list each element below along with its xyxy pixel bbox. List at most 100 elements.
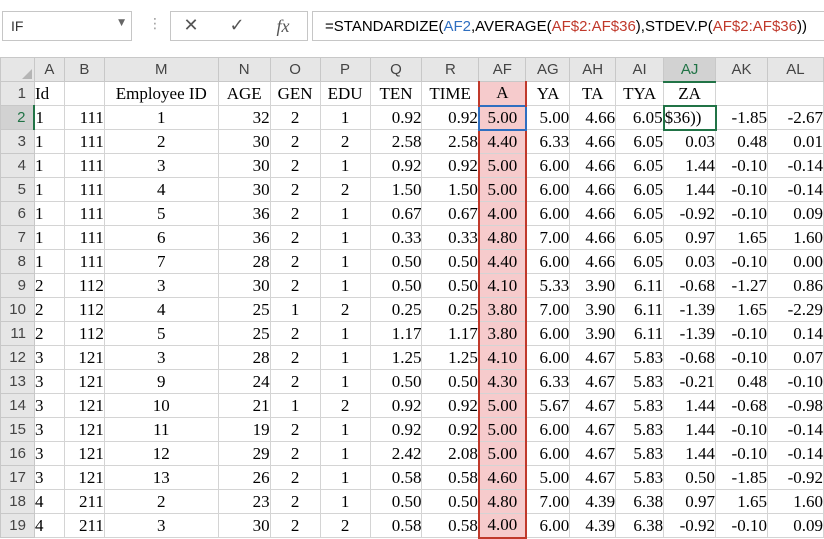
cell[interactable]: 4.67	[569, 417, 617, 442]
cell[interactable]: 4	[103, 177, 219, 202]
cell[interactable]: 0.25	[369, 297, 423, 322]
spreadsheet-grid[interactable]: A B M N O P Q R AF AG AH AI AJ AK AL 1 Id Employee ID AGE G…	[0, 57, 824, 539]
cell[interactable]: 4.66	[569, 105, 617, 130]
row-header[interactable]: 15	[0, 417, 35, 442]
column-header-ag[interactable]: AG	[525, 57, 571, 82]
row-header[interactable]: 9	[0, 273, 35, 298]
cell[interactable]: 111	[63, 105, 105, 130]
cell[interactable]: 1.44	[663, 441, 717, 466]
cell[interactable]: 0.86	[766, 273, 824, 298]
cell[interactable]: 0.67	[369, 201, 423, 226]
select-all-button[interactable]	[0, 57, 35, 82]
cell[interactable]: 6.11	[615, 273, 665, 298]
cell[interactable]: 23	[217, 489, 271, 514]
cell[interactable]: 12	[103, 441, 219, 466]
column-header-a[interactable]: A	[33, 57, 65, 82]
row-header[interactable]: 10	[0, 297, 35, 322]
cell[interactable]: 1.17	[421, 321, 480, 346]
cell[interactable]: 2	[103, 129, 219, 154]
cell[interactable]: 6.11	[615, 297, 665, 322]
header-cell[interactable]: TEN	[369, 81, 423, 106]
cell[interactable]: -0.10	[715, 321, 768, 346]
cell[interactable]: 2.42	[369, 441, 423, 466]
cell[interactable]: 3	[33, 441, 65, 466]
cell[interactable]: 30	[217, 129, 271, 154]
column-header-b[interactable]: B	[63, 57, 105, 82]
cell[interactable]: 5.67	[525, 393, 571, 418]
cell[interactable]: 6.00	[525, 321, 571, 346]
cell[interactable]: 5.83	[615, 417, 665, 442]
cell[interactable]: 2	[269, 105, 321, 130]
cell[interactable]: 0.33	[421, 225, 480, 250]
cell[interactable]: 0.33	[369, 225, 423, 250]
cell[interactable]: 4.40	[477, 129, 527, 154]
cell[interactable]: 2	[269, 249, 321, 274]
cell[interactable]: 6.00	[525, 153, 571, 178]
cell[interactable]: 28	[217, 345, 271, 370]
cell[interactable]: 4.67	[569, 369, 617, 394]
cell[interactable]: 1	[319, 417, 371, 442]
cell[interactable]: 5	[103, 201, 219, 226]
cell[interactable]: 4.66	[569, 177, 617, 202]
cell[interactable]: 4	[33, 513, 65, 538]
row-header[interactable]: 12	[0, 345, 35, 370]
cell[interactable]: 0.09	[766, 513, 824, 538]
cell[interactable]: 5.00	[477, 393, 527, 418]
cell[interactable]: 3	[103, 273, 219, 298]
cell[interactable]: -1.85	[715, 465, 768, 490]
column-header-aj[interactable]: AJ	[663, 57, 717, 83]
cell[interactable]: 30	[217, 153, 271, 178]
cell[interactable]: 2	[269, 417, 321, 442]
insert-function-icon[interactable]: fx	[276, 16, 290, 36]
cell[interactable]: 121	[63, 441, 105, 466]
cell[interactable]: 19	[217, 417, 271, 442]
cell[interactable]: 0.48	[715, 129, 768, 154]
row-header[interactable]: 2	[0, 105, 36, 130]
cell[interactable]: 4.10	[477, 345, 527, 370]
cell[interactable]: 0.92	[369, 105, 423, 130]
cell[interactable]: 6.33	[525, 129, 571, 154]
cell[interactable]: -0.10	[715, 153, 768, 178]
cell[interactable]: 1	[269, 393, 321, 418]
cell[interactable]: 3	[33, 417, 65, 442]
cell[interactable]: -0.92	[663, 201, 717, 226]
cell[interactable]: 1	[103, 105, 219, 130]
cell[interactable]: 0.92	[421, 417, 480, 442]
cell[interactable]: 6.00	[525, 345, 571, 370]
cell[interactable]: 4	[103, 297, 219, 322]
cell[interactable]: 6.05	[615, 249, 665, 274]
cell[interactable]: 0.50	[369, 249, 423, 274]
cell[interactable]: 4.66	[569, 129, 617, 154]
cell[interactable]: 24	[217, 369, 271, 394]
cell[interactable]: 121	[63, 465, 105, 490]
cell[interactable]: 4.66	[569, 249, 617, 274]
cell[interactable]: 4.39	[569, 489, 617, 514]
cell[interactable]: 2	[319, 177, 371, 202]
cell[interactable]: 2	[319, 297, 371, 322]
cell[interactable]: 0.07	[766, 345, 824, 370]
cell[interactable]: 2.58	[369, 129, 423, 154]
cell[interactable]: 6.00	[525, 441, 571, 466]
cell[interactable]: 7.00	[525, 297, 571, 322]
cell[interactable]: 0.58	[421, 465, 480, 490]
cell[interactable]: 2	[269, 273, 321, 298]
column-header-q[interactable]: Q	[369, 57, 423, 82]
cell[interactable]: 0.09	[766, 201, 824, 226]
cell[interactable]: 1.65	[715, 297, 768, 322]
cell[interactable]: 0.50	[421, 273, 480, 298]
cell[interactable]: 1	[319, 249, 371, 274]
cell[interactable]: 7.00	[525, 489, 571, 514]
cell[interactable]: 3.80	[477, 321, 527, 346]
cell[interactable]: -0.10	[766, 369, 824, 394]
cell[interactable]: -2.29	[766, 297, 824, 322]
cell[interactable]: -0.14	[766, 441, 824, 466]
cell[interactable]: 211	[63, 489, 105, 514]
cell[interactable]: 6.38	[615, 513, 665, 538]
cell[interactable]: 1	[33, 201, 65, 226]
cell[interactable]: 0.92	[369, 417, 423, 442]
cell[interactable]: 1	[319, 225, 371, 250]
cell[interactable]: -1.27	[715, 273, 768, 298]
cell[interactable]: 1.44	[663, 393, 717, 418]
cell[interactable]: 0.50	[369, 273, 423, 298]
cell[interactable]: 4.67	[569, 465, 617, 490]
